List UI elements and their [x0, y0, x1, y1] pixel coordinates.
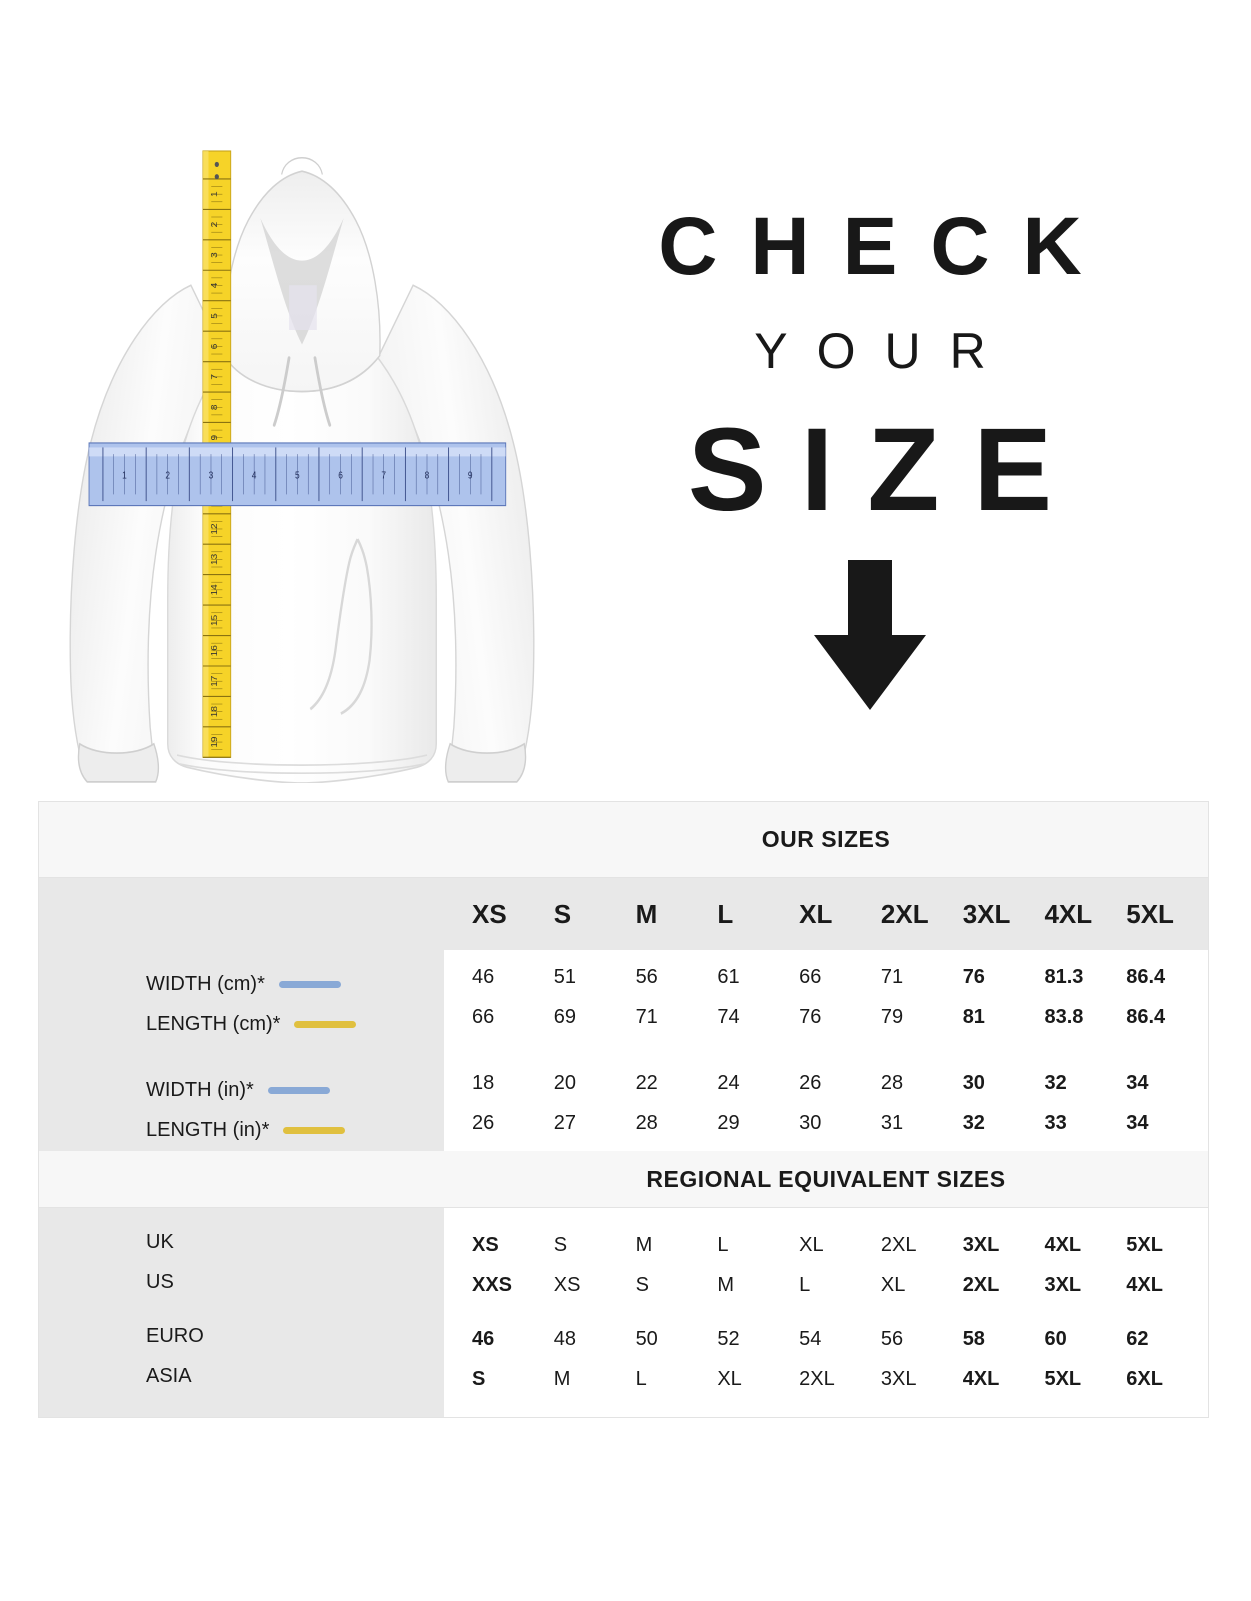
svg-text:4: 4: [210, 283, 219, 289]
svg-text:18: 18: [210, 706, 219, 717]
svg-text:6: 6: [210, 344, 219, 350]
svg-text:5: 5: [295, 470, 300, 481]
svg-text:7: 7: [210, 374, 219, 380]
svg-text:4: 4: [252, 470, 257, 481]
svg-text:2: 2: [210, 222, 219, 228]
svg-text:3: 3: [210, 252, 219, 258]
svg-text:17: 17: [210, 676, 219, 687]
svg-text:14: 14: [210, 584, 219, 595]
svg-text:12: 12: [210, 523, 219, 534]
svg-text:13: 13: [210, 554, 219, 565]
svg-text:16: 16: [210, 645, 219, 656]
svg-text:9: 9: [210, 435, 219, 441]
svg-text:1: 1: [210, 191, 219, 197]
svg-text:7: 7: [381, 470, 386, 481]
svg-text:6: 6: [338, 470, 343, 481]
svg-text:9: 9: [468, 470, 473, 481]
svg-text:2: 2: [165, 470, 170, 481]
svg-text:19: 19: [210, 736, 219, 747]
svg-text:8: 8: [210, 404, 219, 410]
svg-text:5: 5: [210, 313, 219, 319]
svg-text:8: 8: [425, 470, 430, 481]
svg-text:15: 15: [210, 615, 219, 626]
svg-text:3: 3: [209, 470, 214, 481]
svg-text:1: 1: [122, 470, 127, 481]
